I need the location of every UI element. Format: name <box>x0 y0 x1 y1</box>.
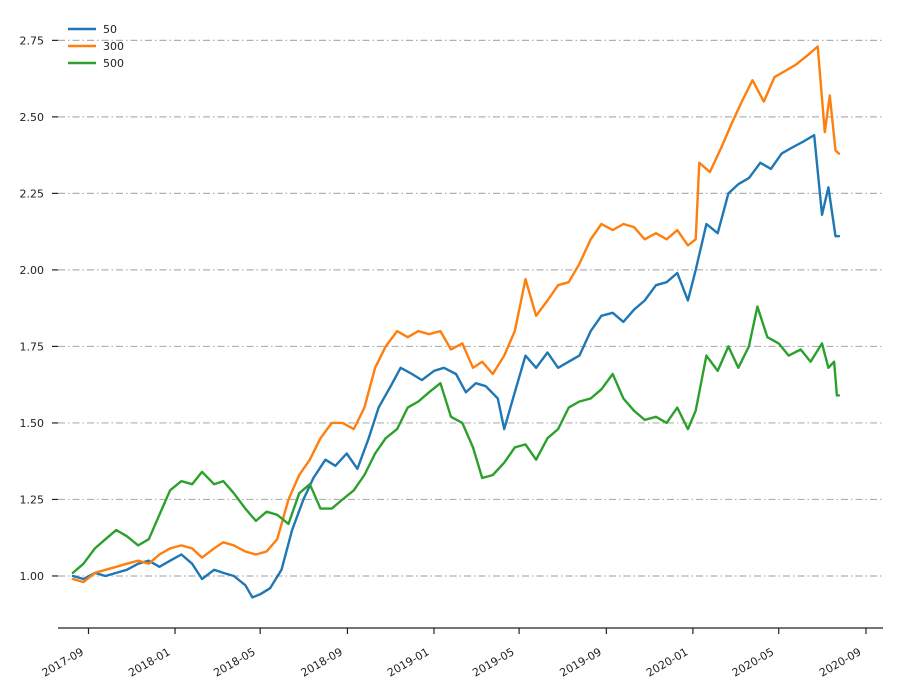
x-tick-label: 2020-05 <box>730 645 776 679</box>
x-tick-label: 2020-01 <box>644 645 690 679</box>
y-tick-label: 2.00 <box>20 264 45 277</box>
y-tick-label: 1.75 <box>20 340 45 353</box>
x-tick-label: 2020-09 <box>817 645 863 679</box>
x-tick-label: 2018-05 <box>211 645 257 679</box>
x-tick-label: 2017-09 <box>40 645 86 679</box>
y-tick-label: 2.50 <box>20 111 45 124</box>
y-tick-label: 1.25 <box>20 493 45 506</box>
y-tick-label: 1.50 <box>20 417 45 430</box>
x-tick-label: 2018-09 <box>299 645 345 679</box>
x-axis-ticks: 2017-09 2018-01 2018-05 2018-09 2019-01 2019-… <box>40 628 867 680</box>
series-line-300 <box>71 45 841 584</box>
x-tick-label: 2018-01 <box>126 645 172 679</box>
legend-label: 300 <box>103 40 124 53</box>
y-tick-label: 1.00 <box>20 570 45 583</box>
grid-lines <box>58 39 883 577</box>
y-tick-label: 2.25 <box>20 187 45 200</box>
legend-label: 500 <box>103 57 124 70</box>
series-line-50 <box>71 134 841 599</box>
x-tick-label: 2019-05 <box>470 645 516 679</box>
series-lines <box>71 45 841 599</box>
legend: 50 300 500 <box>68 23 124 70</box>
x-tick-label: 2019-01 <box>385 645 431 679</box>
y-axis-ticks: 1.00 1.25 1.50 1.75 2.00 2.25 2.50 2.75 <box>20 34 58 583</box>
legend-label: 50 <box>103 23 117 36</box>
y-tick-label: 2.75 <box>20 34 45 47</box>
x-tick-label: 2019-09 <box>558 645 604 679</box>
series-line-500 <box>71 305 841 575</box>
